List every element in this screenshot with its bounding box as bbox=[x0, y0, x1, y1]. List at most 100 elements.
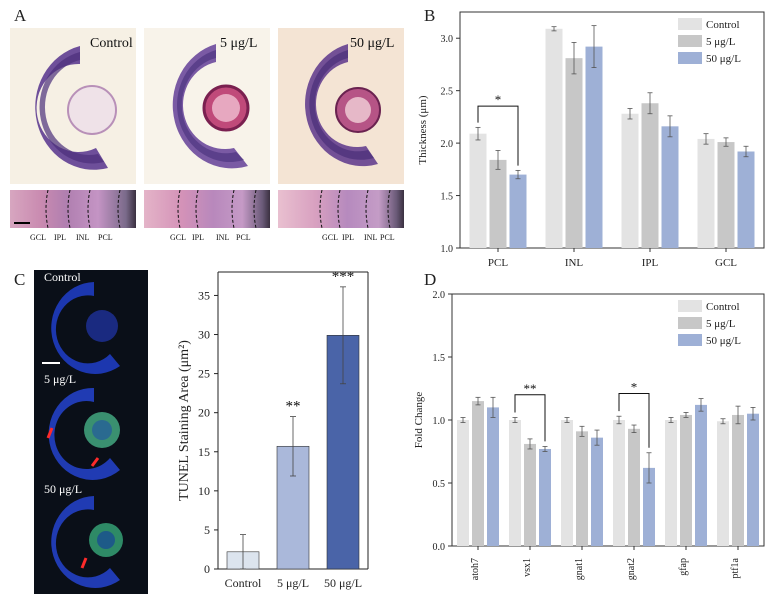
bar-gnat2-50 μg/L bbox=[643, 467, 655, 546]
tunel-label-5ugl: 5 μg/L bbox=[44, 372, 77, 386]
bar-ptf1a-50 μg/L bbox=[747, 413, 759, 546]
y-axis-label: TUNEL Staining Area (μm²) bbox=[177, 340, 192, 501]
y-tick-label: 0.5 bbox=[433, 479, 446, 490]
significance-label: * bbox=[495, 92, 502, 107]
y-tick-label: 0 bbox=[204, 562, 210, 576]
x-tick-label: gfap bbox=[678, 558, 689, 576]
y-tick-label: 1.5 bbox=[441, 192, 454, 203]
layer-label: IPL bbox=[54, 233, 66, 242]
layer-label: PCL bbox=[98, 233, 113, 242]
x-tick-label: 5 μg/L bbox=[277, 576, 309, 590]
x-tick-label: gnat2 bbox=[626, 558, 637, 580]
significance-label: *** bbox=[332, 269, 355, 285]
bar-INL-5 μg/L bbox=[565, 58, 583, 249]
significance-bracket bbox=[618, 393, 650, 448]
layer-label: INL bbox=[216, 233, 230, 242]
bar-PCL-5 μg/L bbox=[489, 159, 507, 248]
bar-atoh7-50 μg/L bbox=[487, 407, 499, 546]
x-tick-label: vsx1 bbox=[522, 558, 533, 577]
bar-IPL-Control bbox=[621, 113, 639, 249]
x-tick-label: 50 μg/L bbox=[324, 576, 362, 590]
bar-INL-50 μg/L bbox=[585, 46, 603, 248]
bar-PCL-Control bbox=[469, 133, 487, 248]
panel-b-letter: B bbox=[424, 6, 436, 25]
x-tick-label: gnat1 bbox=[574, 558, 585, 580]
bar-gnat1-Control bbox=[561, 420, 573, 546]
x-tick-label: GCL bbox=[715, 257, 737, 269]
legend-label: 5 μg/L bbox=[706, 318, 736, 330]
bar-5 μg/L bbox=[276, 445, 310, 570]
image-label-5ugl: 5 μg/L bbox=[220, 36, 258, 51]
legend-label: Control bbox=[706, 301, 740, 313]
bar-vsx1-Control bbox=[509, 420, 521, 546]
bar-gfap-5 μg/L bbox=[680, 414, 692, 546]
retina-strip-5ugl bbox=[144, 190, 270, 228]
layer-label: PCL bbox=[380, 233, 395, 242]
bar-INL-Control bbox=[545, 28, 563, 248]
significance-label: ** bbox=[286, 399, 301, 415]
y-tick-label: 5 bbox=[204, 523, 210, 537]
x-tick-label: IPL bbox=[642, 257, 659, 269]
bar-ptf1a-5 μg/L bbox=[732, 414, 744, 546]
y-tick-label: 35 bbox=[198, 288, 210, 302]
y-tick-label: 30 bbox=[198, 328, 210, 342]
y-tick-label: 2.0 bbox=[441, 139, 454, 150]
y-tick-label: 15 bbox=[198, 445, 210, 459]
layer-label: GCL bbox=[322, 233, 338, 242]
x-tick-label: PCL bbox=[488, 257, 508, 269]
layer-label: IPL bbox=[192, 233, 204, 242]
chart-B-frame bbox=[459, 11, 765, 249]
layer-label: INL bbox=[76, 233, 90, 242]
legend-swatch bbox=[678, 52, 702, 64]
retina-section-5ugl bbox=[144, 28, 270, 184]
bar-GCL-5 μg/L bbox=[717, 142, 735, 248]
legend-label: 5 μg/L bbox=[706, 36, 736, 48]
layer-label: INL bbox=[364, 233, 378, 242]
y-tick-label: 1.5 bbox=[433, 353, 446, 364]
bar-vsx1-5 μg/L bbox=[524, 443, 536, 546]
tunel-label-50ugl: 50 μg/L bbox=[44, 482, 83, 496]
bar-atoh7-5 μg/L bbox=[472, 401, 484, 546]
y-tick-label: 20 bbox=[198, 406, 210, 420]
bar-IPL-5 μg/L bbox=[641, 103, 659, 249]
panel-d-letter: D bbox=[424, 270, 437, 289]
bar-gnat2-5 μg/L bbox=[628, 428, 640, 546]
y-tick-label: 1.0 bbox=[433, 416, 446, 427]
layer-label: PCL bbox=[236, 233, 251, 242]
bar-50 μg/L bbox=[326, 335, 360, 570]
y-axis-label: Fold Change bbox=[413, 392, 425, 449]
bar-gnat1-5 μg/L bbox=[576, 431, 588, 546]
significance-bracket bbox=[477, 105, 519, 166]
x-tick-label: INL bbox=[565, 257, 584, 269]
legend-swatch bbox=[678, 300, 702, 312]
y-axis-label: Thickness (μm) bbox=[417, 95, 429, 164]
retina-strip-control bbox=[10, 190, 136, 228]
bar-GCL-50 μg/L bbox=[737, 151, 755, 248]
y-tick-label: 1.0 bbox=[441, 244, 454, 255]
significance-label: * bbox=[631, 380, 638, 395]
x-tick-label: atoh7 bbox=[470, 558, 481, 580]
legend-swatch bbox=[678, 334, 702, 346]
retina-section-control bbox=[10, 28, 136, 184]
bar-gnat2-Control bbox=[613, 420, 625, 546]
y-tick-label: 3.0 bbox=[441, 34, 454, 45]
significance-label: ** bbox=[524, 381, 537, 396]
legend-label: 50 μg/L bbox=[706, 335, 741, 347]
bar-atoh7-Control bbox=[457, 420, 469, 546]
legend-swatch bbox=[678, 18, 702, 30]
bar-gnat1-50 μg/L bbox=[591, 437, 603, 546]
tunel-image-stack bbox=[34, 270, 148, 594]
bar-gfap-Control bbox=[665, 420, 677, 546]
layer-label: IPL bbox=[342, 233, 354, 242]
panel-a-letter: A bbox=[14, 6, 27, 25]
y-tick-label: 25 bbox=[198, 367, 210, 381]
y-tick-label: 2.0 bbox=[433, 290, 446, 301]
bar-ptf1a-Control bbox=[717, 421, 729, 546]
retina-section-50ugl bbox=[278, 28, 404, 184]
image-label-50ugl: 50 μg/L bbox=[350, 36, 395, 51]
x-tick-label: ptf1a bbox=[730, 557, 741, 578]
x-tick-label: Control bbox=[225, 576, 262, 590]
legend-swatch bbox=[678, 35, 702, 47]
bar-PCL-50 μg/L bbox=[509, 174, 527, 248]
bar-Control bbox=[226, 551, 260, 570]
